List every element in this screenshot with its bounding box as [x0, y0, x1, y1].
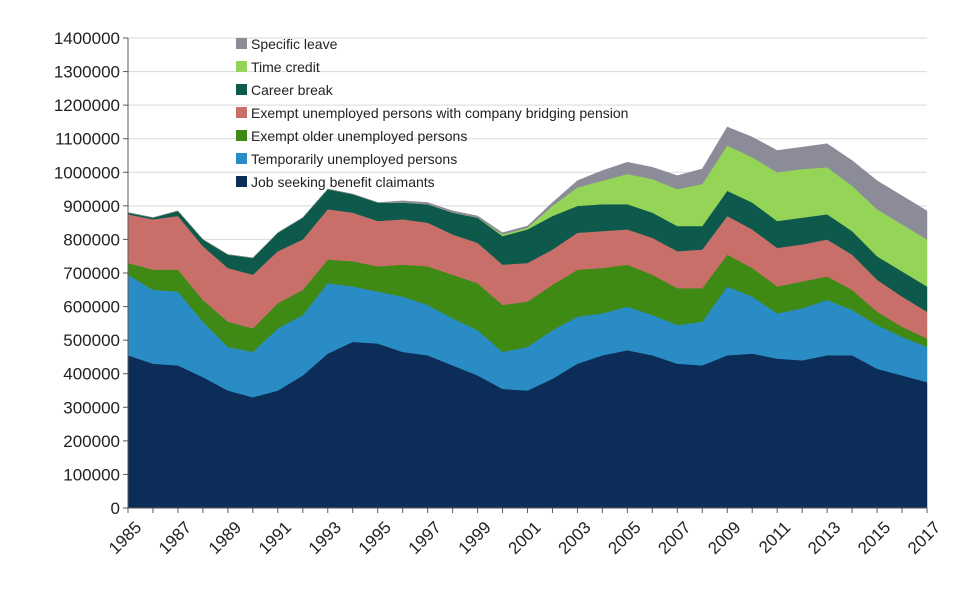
- legend-swatch: [236, 38, 247, 49]
- x-tick-label: 2003: [554, 518, 594, 558]
- legend-label: Exempt older unemployed persons: [251, 128, 467, 144]
- legend-swatch: [236, 84, 247, 95]
- x-axis-tick-labels: 1985 1987 1989 1991 1993 1995 1997 1999 2001 2003…: [105, 518, 944, 558]
- y-tick-label: 700000: [63, 264, 120, 283]
- legend: Specific leave Time credit Career break Exe…: [236, 36, 628, 190]
- legend-label: Time credit: [251, 59, 320, 75]
- y-tick-label: 0: [111, 499, 120, 518]
- legend-label: Specific leave: [251, 36, 338, 52]
- area-specific-leave: [127, 126, 928, 259]
- y-tick-label: 800000: [63, 230, 120, 249]
- y-tick-label: 1400000: [54, 29, 120, 48]
- legend-swatch: [236, 130, 247, 141]
- x-tick-label: 1999: [455, 518, 495, 558]
- x-tick-label: 1987: [155, 518, 195, 558]
- y-tick-label: 900000: [63, 197, 120, 216]
- legend-label: Career break: [251, 82, 334, 98]
- legend-swatch: [236, 107, 247, 118]
- x-tick-label: 2007: [654, 518, 694, 558]
- y-tick-label: 200000: [63, 432, 120, 451]
- x-tick-label: 2011: [755, 518, 794, 557]
- legend-label: Temporarily unemployed persons: [251, 151, 457, 167]
- x-tick-label: 2015: [854, 518, 894, 558]
- x-tick-label: 1997: [405, 518, 445, 558]
- legend-label: Exempt unemployed persons with company b…: [251, 105, 628, 121]
- x-tick-label: 1989: [205, 518, 245, 558]
- legend-swatch: [236, 176, 247, 187]
- x-tick-label: 1995: [355, 518, 395, 558]
- y-tick-label: 100000: [63, 465, 120, 484]
- y-tick-label: 1100000: [55, 130, 120, 149]
- area-series-group: [127, 126, 928, 509]
- x-tick-label: 2005: [604, 518, 644, 558]
- y-tick-label: 600000: [63, 298, 120, 317]
- axes: [123, 37, 928, 513]
- legend-label: Job seeking benefit claimants: [251, 174, 435, 190]
- x-tick-label: 2009: [704, 518, 744, 558]
- legend-swatch: [236, 153, 247, 164]
- x-tick-label: 2013: [804, 518, 844, 558]
- y-tick-label: 1200000: [54, 96, 120, 115]
- y-tick-label: 500000: [63, 331, 120, 350]
- y-tick-label: 1000000: [54, 163, 120, 182]
- x-tick-label: 2001: [505, 518, 545, 558]
- x-tick-label: 2017: [904, 518, 944, 558]
- y-tick-label: 300000: [63, 398, 120, 417]
- legend-swatch: [236, 61, 247, 72]
- y-tick-label: 400000: [63, 365, 120, 384]
- x-tick-label: 1985: [105, 518, 145, 558]
- x-tick-label: 1993: [305, 518, 345, 558]
- x-tick-label: 1991: [255, 518, 295, 558]
- y-axis-tick-labels: 0 100000 200000 300000 400000 500000 600000 700…: [54, 29, 120, 518]
- y-tick-label: 1300000: [54, 63, 120, 82]
